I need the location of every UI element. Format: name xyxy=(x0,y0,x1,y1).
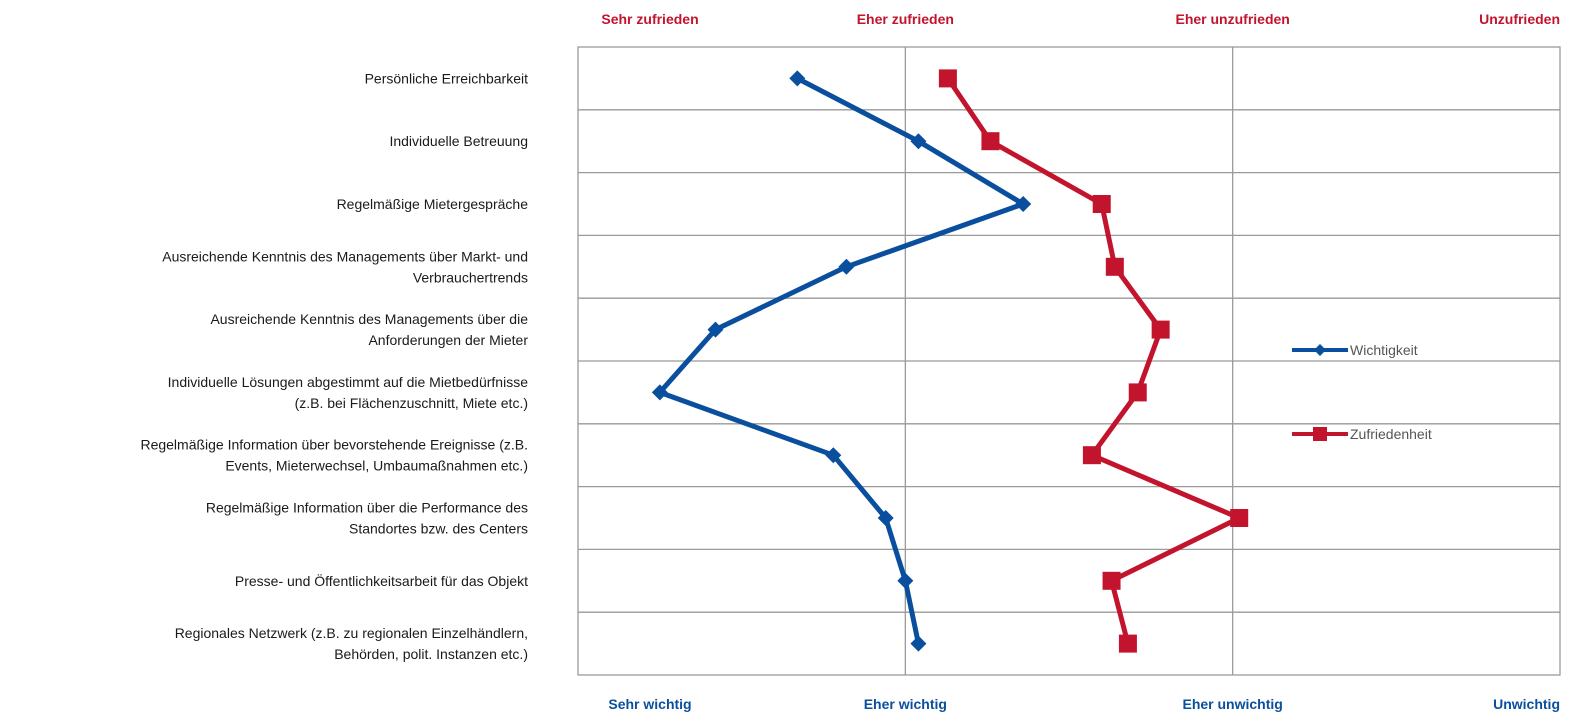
data-point-wichtigkeit-1 xyxy=(910,133,927,150)
legend-marker xyxy=(1314,344,1326,356)
data-point-zufriedenheit-3 xyxy=(1105,257,1124,276)
legend-marker xyxy=(1313,427,1327,441)
category-label-2: Regelmäßige Mietergespräche xyxy=(337,196,529,212)
data-point-zufriedenheit-8 xyxy=(1102,571,1121,590)
data-point-zufriedenheit-5 xyxy=(1128,383,1147,402)
bottom-scale-label-1: Eher wichtig xyxy=(864,696,947,712)
data-point-zufriedenheit-6 xyxy=(1082,446,1101,465)
category-label-9: Regionales Netzwerk (z.B. zu regionalen … xyxy=(175,625,528,662)
data-point-wichtigkeit-4 xyxy=(707,321,724,338)
category-label-4: Ausreichende Kenntnis des Managements üb… xyxy=(210,311,528,348)
top-scale-label-2: Eher unzufrieden xyxy=(1175,11,1289,27)
legend-label: Wichtigkeit xyxy=(1350,342,1418,358)
data-point-wichtigkeit-0 xyxy=(789,70,806,87)
category-label-6: Regelmäßige Information über bevorstehen… xyxy=(140,437,528,474)
top-scale-label-3: Unzufrieden xyxy=(1479,11,1560,27)
top-scale-labels: Sehr zufrieden Eher zufrieden Eher unzufri… xyxy=(601,11,1560,27)
top-scale-label-1: Eher zufrieden xyxy=(857,11,954,27)
category-label-0: Persönliche Erreichbarkeit xyxy=(365,70,529,86)
bottom-scale-label-2: Eher unwichtig xyxy=(1182,696,1282,712)
category-label-5: Individuelle Lösungen abgestimmt auf die… xyxy=(168,374,529,411)
data-point-zufriedenheit-0 xyxy=(938,69,957,88)
data-point-wichtigkeit-5 xyxy=(651,384,668,401)
data-point-zufriedenheit-7 xyxy=(1230,509,1249,527)
series-line-wichtigkeit xyxy=(657,76,1026,645)
category-label-1: Individuelle Betreuung xyxy=(389,133,528,149)
series-line-zufriedenheit xyxy=(945,76,1242,645)
series-zufriedenheit xyxy=(938,69,1249,653)
plot-grid xyxy=(577,46,1561,676)
data-point-wichtigkeit-2 xyxy=(1015,196,1032,212)
legend: Wichtigkeit Zufriedenheit xyxy=(1292,342,1432,442)
data-point-wichtigkeit-8 xyxy=(897,572,914,589)
bottom-scale-label-0: Sehr wichtig xyxy=(608,696,691,712)
data-point-zufriedenheit-4 xyxy=(1151,320,1170,339)
series-wichtigkeit xyxy=(651,70,1032,652)
series-layer xyxy=(651,69,1249,653)
category-label-3: Ausreichende Kenntnis des Managements üb… xyxy=(162,248,528,285)
data-point-zufriedenheit-1 xyxy=(981,132,1000,151)
data-point-wichtigkeit-6 xyxy=(825,447,842,464)
bottom-scale-labels: Sehr wichtig Eher wichtig Eher unwichtig Un… xyxy=(608,696,1560,712)
data-point-wichtigkeit-3 xyxy=(838,258,855,275)
category-label-8: Presse- und Öffentlichkeitsarbeit für da… xyxy=(235,572,528,589)
legend-label: Zufriedenheit xyxy=(1350,426,1432,442)
category-labels: Persönliche Erreichbarkeit Individuelle B… xyxy=(140,70,528,662)
data-point-zufriedenheit-2 xyxy=(1092,195,1111,213)
legend-entry-zufriedenheit: Zufriedenheit xyxy=(1292,426,1432,442)
data-point-wichtigkeit-9 xyxy=(910,635,927,652)
top-scale-label-0: Sehr zufrieden xyxy=(601,11,698,27)
category-label-7: Regelmäßige Information über die Perform… xyxy=(206,500,528,537)
data-point-zufriedenheit-9 xyxy=(1118,634,1137,653)
legend-entry-wichtigkeit: Wichtigkeit xyxy=(1292,342,1418,358)
data-point-wichtigkeit-7 xyxy=(877,510,894,526)
bottom-scale-label-3: Unwichtig xyxy=(1493,696,1560,712)
